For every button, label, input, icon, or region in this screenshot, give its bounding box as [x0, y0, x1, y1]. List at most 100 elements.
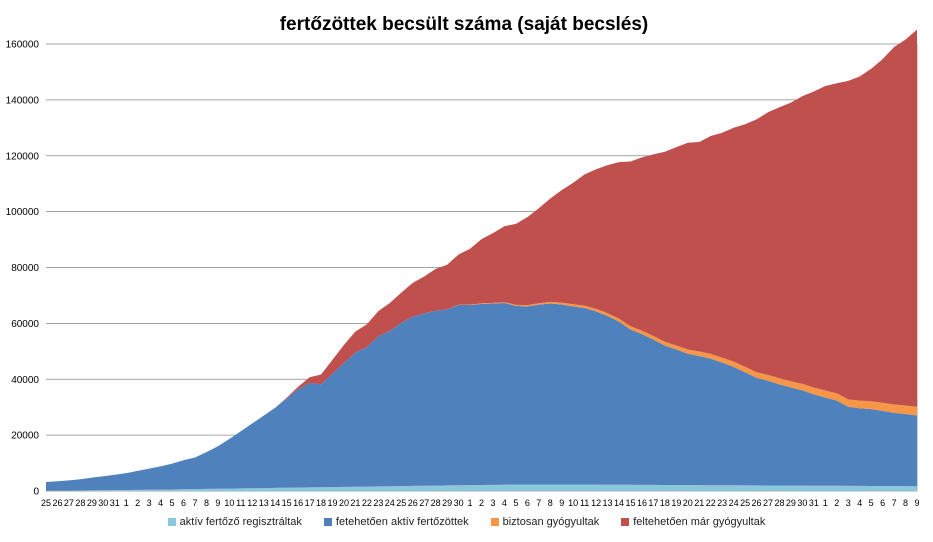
x-tick-label: 25 [396, 498, 406, 508]
series-area-4 [46, 29, 917, 483]
legend-swatch [323, 518, 332, 526]
y-tick-label: 160000 [6, 40, 40, 51]
x-tick-label: 6 [181, 498, 186, 508]
x-tick-label: 8 [548, 498, 553, 508]
x-tick-label: 31 [110, 498, 120, 508]
x-tick-label: 30 [797, 498, 807, 508]
x-tick-label: 29 [442, 498, 452, 508]
legend-item: feltehetően már gyógyultak [621, 516, 765, 528]
legend-item: fetehetően aktív fertőzöttek [323, 516, 469, 528]
x-tick-label: 15 [282, 498, 292, 508]
x-tick-label: 9 [215, 498, 220, 508]
x-tick-label: 3 [846, 498, 851, 508]
x-tick-label: 6 [880, 498, 885, 508]
x-tick-label: 26 [52, 498, 62, 508]
x-tick-label: 21 [694, 498, 704, 508]
x-tick-label: 23 [373, 498, 383, 508]
x-tick-label: 31 [809, 498, 819, 508]
legend-label: aktív fertőző regisztráltak [179, 516, 302, 528]
x-tick-label: 23 [717, 498, 727, 508]
x-tick-label: 16 [637, 498, 647, 508]
x-tick-label: 11 [580, 498, 589, 508]
x-tick-label: 4 [857, 498, 862, 508]
x-tick-label: 2 [135, 498, 140, 508]
legend-swatch [490, 518, 499, 526]
x-tick-label: 26 [408, 498, 418, 508]
x-tick-label: 12 [591, 498, 601, 508]
x-tick-label: 27 [419, 498, 429, 508]
legend-swatch [167, 518, 176, 526]
x-tick-label: 4 [502, 498, 507, 508]
x-tick-label: 22 [706, 498, 716, 508]
x-tick-label: 5 [869, 498, 874, 508]
legend-label: biztosan gyógyultak [502, 516, 600, 528]
x-tick-label: 14 [270, 498, 280, 508]
x-tick-label: 27 [763, 498, 773, 508]
x-tick-label: 8 [204, 498, 209, 508]
x-tick-label: 19 [328, 498, 338, 508]
chart-title: fertőzöttek becsült száma (saját becslés… [280, 14, 649, 35]
x-tick-label: 18 [660, 498, 670, 508]
x-tick-label: 1 [823, 498, 828, 508]
x-tick-label: 26 [752, 498, 762, 508]
x-tick-label: 7 [536, 498, 541, 508]
legend-swatch [621, 518, 630, 526]
y-tick-label: 20000 [11, 431, 39, 442]
y-tick-label: 80000 [11, 263, 39, 274]
x-tick-label: 1 [468, 498, 473, 508]
x-tick-label: 14 [614, 498, 624, 508]
x-tick-label: 13 [603, 498, 613, 508]
x-tick-label: 5 [170, 498, 175, 508]
x-tick-label: 28 [431, 498, 441, 508]
x-tick-label: 9 [914, 498, 919, 508]
x-tick-label: 20 [339, 498, 349, 508]
x-tick-label: 28 [75, 498, 85, 508]
x-tick-label: 25 [740, 498, 750, 508]
legend-label: feltehetően már gyógyultak [633, 516, 766, 528]
series-area-2 [46, 302, 917, 491]
x-tick-label: 3 [147, 498, 152, 508]
x-tick-label: 17 [648, 498, 658, 508]
x-tick-label: 30 [98, 498, 108, 508]
legend-item: biztosan gyógyultak [490, 516, 600, 528]
x-tick-label: 24 [729, 498, 739, 508]
x-tick-label: 27 [64, 498, 74, 508]
x-tick-label: 10 [224, 498, 234, 508]
y-tick-label: 0 [33, 487, 39, 498]
x-tick-label: 13 [259, 498, 269, 508]
x-tick-label: 22 [362, 498, 372, 508]
x-tick-label: 16 [293, 498, 303, 508]
y-tick-label: 100000 [6, 207, 40, 218]
y-tick-label: 120000 [6, 151, 40, 162]
x-tick-label: 12 [247, 498, 257, 508]
y-tick-label: 140000 [6, 95, 40, 106]
x-tick-label: 18 [316, 498, 326, 508]
x-tick-label: 6 [525, 498, 530, 508]
series-area-1 [46, 484, 917, 491]
x-tick-label: 5 [513, 498, 518, 508]
x-tick-label: 20 [683, 498, 693, 508]
x-tick-label: 8 [903, 498, 908, 508]
x-tick-label: 11 [236, 498, 245, 508]
x-tick-label: 4 [158, 498, 163, 508]
y-axis-ticks: 0 20000 40000 60000 80000 100000 120000 140000 1… [6, 40, 40, 498]
x-tick-label: 1 [124, 498, 129, 508]
legend-item: aktív fertőző regisztráltak [167, 516, 302, 528]
x-tick-label: 17 [305, 498, 315, 508]
x-tick-label: 29 [87, 498, 97, 508]
x-tick-label: 10 [568, 498, 578, 508]
y-tick-label: 40000 [11, 375, 39, 386]
stacked-areas [46, 29, 917, 491]
x-tick-label: 29 [786, 498, 796, 508]
y-tick-label: 60000 [11, 319, 39, 330]
x-tick-label: 28 [774, 498, 784, 508]
x-tick-label: 2 [479, 498, 484, 508]
legend: aktív fertőző regisztráltak fetehetően ak… [0, 516, 933, 528]
x-tick-label: 9 [559, 498, 564, 508]
x-tick-label: 7 [192, 498, 197, 508]
x-tick-label: 24 [385, 498, 395, 508]
x-tick-label: 3 [490, 498, 495, 508]
x-tick-label: 25 [41, 498, 51, 508]
x-tick-label: 19 [671, 498, 681, 508]
